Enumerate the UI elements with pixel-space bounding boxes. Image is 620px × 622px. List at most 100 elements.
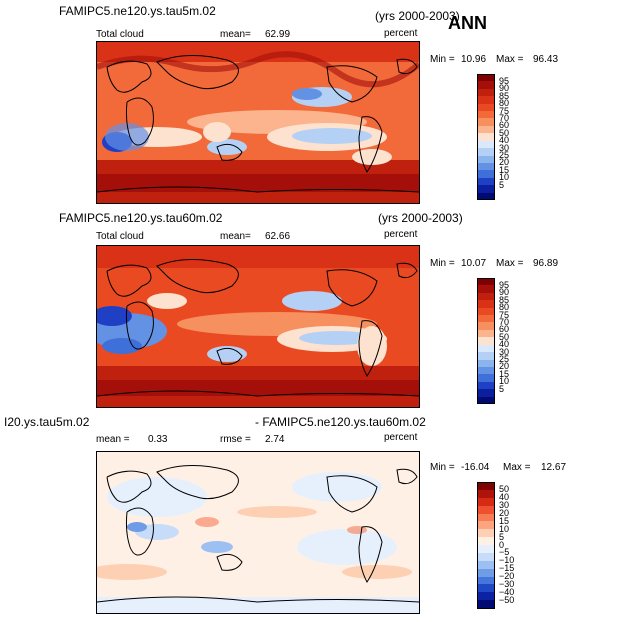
- panel2-min-value: 10.07: [461, 258, 487, 269]
- colorbar-tick-label: 25: [499, 150, 510, 161]
- colorbar-swatch: [477, 88, 495, 97]
- colorbar-tick-label: 30: [499, 500, 510, 511]
- colorbar-swatch: [477, 584, 495, 593]
- panel2-variable-label: Total cloud: [96, 231, 144, 242]
- colorbar-tick-label: 0: [499, 539, 505, 550]
- panel3-rmse-value: 2.74: [265, 434, 285, 445]
- colorbar-swatch: [477, 352, 495, 361]
- colorbar-tick-label: 80: [499, 302, 510, 313]
- panel2-mean-label: mean=: [220, 231, 251, 242]
- colorbar-tick-label: 20: [499, 508, 510, 518]
- panel2-units: percent: [384, 229, 418, 240]
- colorbar-swatch: [477, 125, 495, 134]
- colorbar-swatch: [477, 396, 495, 405]
- panel1-mean-value: 62.99: [265, 29, 291, 40]
- panel1-mean-label: mean=: [220, 29, 251, 40]
- panel1-min-value: 10.96: [461, 54, 487, 65]
- colorbar-swatch: [477, 482, 495, 491]
- panel1-max-label: Max =: [496, 54, 524, 65]
- colorbar-tick-label: 80: [499, 98, 510, 109]
- colorbar-tick-label: 75: [499, 309, 510, 320]
- colorbar-tick-label: 90: [499, 83, 510, 94]
- colorbar-swatch: [477, 521, 495, 530]
- panel2-max-value: 96.89: [533, 258, 559, 269]
- panel2-colorbar: 95 90 85 80 75 70 60 50 40 30 25 20 15 10 5: [477, 278, 537, 406]
- colorbar-swatch: [477, 185, 495, 194]
- panel1-variable-label: Total cloud: [96, 29, 144, 40]
- colorbar-tick-label: 5: [499, 531, 505, 542]
- colorbar-tick-label: −10: [499, 555, 515, 566]
- colorbar-tick-label: 30: [499, 142, 510, 153]
- colorbar-tick-label: 5: [499, 179, 505, 190]
- colorbar-tick-label: 15: [499, 515, 510, 526]
- colorbar-swatch: [477, 111, 495, 119]
- colorbar-swatch: [477, 148, 495, 157]
- colorbar-swatch: [477, 329, 495, 338]
- panel3-units: percent: [384, 432, 418, 443]
- colorbar-swatch: [477, 96, 495, 105]
- colorbar-swatch: [477, 162, 495, 171]
- colorbar-swatch: [477, 74, 495, 82]
- colorbar-tick-label: 10: [499, 523, 510, 534]
- panel3-mean-value: 0.33: [148, 434, 168, 445]
- colorbar-tick-label: 40: [499, 135, 510, 146]
- colorbar-swatch: [477, 285, 495, 294]
- colorbar-swatch: [477, 513, 495, 522]
- colorbar-swatch: [477, 170, 495, 179]
- colorbar-tick-label: 10: [499, 172, 510, 183]
- colorbar-tick-label: −50: [499, 594, 515, 605]
- colorbar-swatch: [477, 552, 495, 562]
- panel2-max-label: Max =: [496, 258, 524, 269]
- colorbar-swatch: [477, 292, 495, 301]
- panel1-min-label: Min =: [430, 54, 455, 65]
- colorbar-swatch: [477, 545, 495, 554]
- colorbar-tick-label: −40: [499, 586, 515, 597]
- season-label: ANN: [448, 13, 487, 33]
- colorbar-tick-label: 20: [499, 157, 510, 168]
- colorbar-swatch: [477, 592, 495, 601]
- colorbar-tick-label: 50: [499, 127, 510, 138]
- panel2-map-field: [97, 246, 419, 407]
- colorbar-swatch: [477, 560, 495, 570]
- colorbar-tick-label: 30: [499, 346, 510, 357]
- panel1-max-value: 96.43: [533, 54, 559, 65]
- colorbar-tick-label: 15: [499, 164, 510, 175]
- colorbar-swatch: [477, 300, 495, 309]
- panel3-min-label: Min =: [430, 462, 455, 473]
- colorbar-swatch: [477, 344, 495, 353]
- colorbar-tick-label: 85: [499, 294, 510, 305]
- colorbar-tick-label: 95: [499, 279, 510, 290]
- colorbar-swatch: [477, 497, 495, 507]
- colorbar-swatch: [477, 133, 495, 142]
- panel1-colorbar: 95 90 85 80 75 70 60 50 40 30 25 20 15 10 5: [477, 74, 537, 202]
- panel3-max-label: Max =: [503, 462, 531, 473]
- panel3-map-field: [97, 452, 419, 613]
- colorbar-tick-label: 75: [499, 105, 510, 116]
- colorbar-tick-label: 15: [499, 368, 510, 379]
- colorbar-swatch: [477, 155, 495, 164]
- colorbar-tick-label: −15: [499, 563, 515, 574]
- colorbar-swatch: [477, 374, 495, 383]
- panel3-rmse-label: rmse =: [220, 434, 251, 445]
- colorbar-tick-label: 95: [499, 75, 510, 86]
- panel3-mean-label: mean =: [96, 434, 130, 445]
- colorbar-tick-label: 5: [499, 383, 505, 394]
- colorbar-swatch: [477, 568, 495, 577]
- colorbar-swatch: [477, 192, 495, 201]
- colorbar-tick-label: 70: [499, 112, 510, 123]
- panel2-min-label: Min =: [430, 258, 455, 269]
- colorbar-swatch: [477, 177, 495, 186]
- colorbar-swatch: [477, 505, 495, 514]
- colorbar-swatch: [477, 307, 495, 316]
- colorbar-tick-label: 85: [499, 90, 510, 101]
- colorbar-swatch: [477, 381, 495, 390]
- colorbar-tick-label: −30: [499, 578, 515, 589]
- panel3-min-value: -16.04: [461, 462, 490, 473]
- panel2-mean-value: 62.66: [265, 231, 291, 242]
- panel1-years: (yrs 2000-2003): [375, 9, 460, 23]
- colorbar-swatch: [477, 81, 495, 90]
- colorbar-tick-label: 40: [499, 339, 510, 350]
- colorbar-swatch: [477, 366, 495, 375]
- colorbar-swatch: [477, 489, 495, 499]
- colorbar-swatch: [477, 278, 495, 286]
